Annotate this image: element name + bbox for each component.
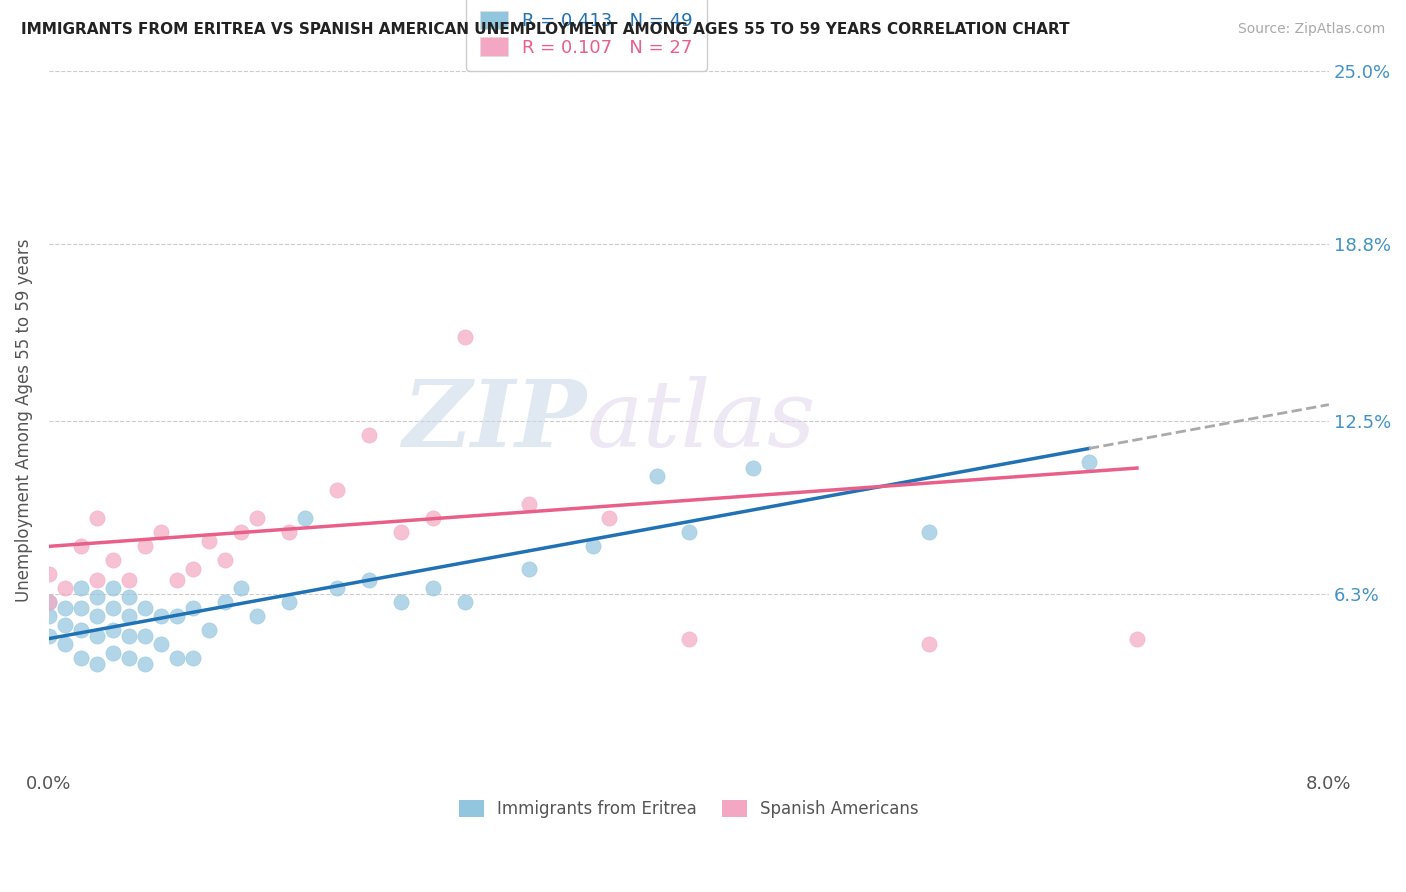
Point [118,573,141,587]
Point [918,637,941,651]
Point [86,609,108,624]
Point [166,573,188,587]
Point [357,573,380,587]
Point [181,651,204,665]
Point [38,629,60,643]
Point [86,511,108,525]
Point [86,573,108,587]
Point [101,624,124,638]
Point [134,600,156,615]
Point [134,629,156,643]
Point [134,657,156,671]
Point [86,590,108,604]
Point [70,600,93,615]
Point [101,600,124,615]
Point [598,511,620,525]
Point [326,581,349,595]
Point [198,533,221,548]
Point [1077,455,1099,469]
Point [53,600,76,615]
Point [181,562,204,576]
Text: IMMIGRANTS FROM ERITREA VS SPANISH AMERICAN UNEMPLOYMENT AMONG AGES 55 TO 59 YEA: IMMIGRANTS FROM ERITREA VS SPANISH AMERI… [21,22,1070,37]
Point [53,617,76,632]
Point [1126,632,1149,646]
Point [70,651,93,665]
Point [118,651,141,665]
Point [181,600,204,615]
Point [742,461,765,475]
Point [229,525,252,540]
Point [918,525,941,540]
Point [454,329,477,343]
Point [118,590,141,604]
Point [246,609,269,624]
Point [278,595,301,609]
Point [422,581,444,595]
Point [53,581,76,595]
Point [278,525,301,540]
Point [454,595,477,609]
Point [53,637,76,651]
Point [70,581,93,595]
Point [134,539,156,553]
Point [422,511,444,525]
Point [101,646,124,660]
Point [678,632,700,646]
Point [70,539,93,553]
Point [389,595,412,609]
Text: Source: ZipAtlas.com: Source: ZipAtlas.com [1237,22,1385,37]
Point [149,525,172,540]
Point [645,469,668,483]
Point [149,609,172,624]
Point [229,581,252,595]
Legend: Immigrants from Eritrea, Spanish Americans: Immigrants from Eritrea, Spanish America… [453,793,925,824]
Text: atlas: atlas [586,376,815,466]
Point [86,657,108,671]
Point [38,595,60,609]
Point [86,629,108,643]
Point [678,525,700,540]
Point [246,511,269,525]
Point [357,427,380,442]
Point [118,609,141,624]
Point [101,581,124,595]
Y-axis label: Unemployment Among Ages 55 to 59 years: Unemployment Among Ages 55 to 59 years [15,239,32,602]
Text: ZIP: ZIP [402,376,586,466]
Point [149,637,172,651]
Point [118,629,141,643]
Point [70,624,93,638]
Point [294,511,316,525]
Point [198,624,221,638]
Point [166,609,188,624]
Point [517,562,540,576]
Point [38,609,60,624]
Point [582,539,605,553]
Point [101,553,124,567]
Point [214,595,236,609]
Point [38,567,60,582]
Point [214,553,236,567]
Point [38,595,60,609]
Point [166,651,188,665]
Point [517,497,540,511]
Point [326,483,349,498]
Point [389,525,412,540]
